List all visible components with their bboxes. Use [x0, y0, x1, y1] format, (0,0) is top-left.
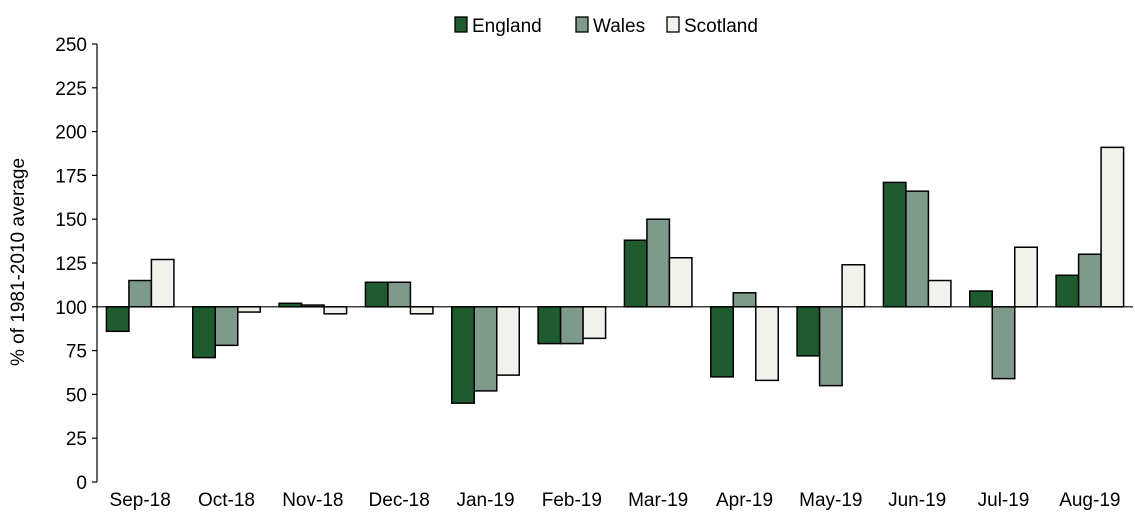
y-tick-label: 75 [66, 342, 87, 363]
y-axis: 0 25 50 75 100 125 150 175 200 225 250 [55, 35, 98, 494]
y-tick-label: 0 [76, 473, 87, 494]
x-tick-label: Oct-18 [198, 490, 255, 511]
bar-england-jun-19 [882, 181, 907, 308]
legend-swatch-scotland [666, 16, 680, 33]
bar-wales-jan-19 [473, 306, 498, 392]
x-tick-label: Sep-18 [110, 490, 171, 511]
bar-wales-jul-19 [991, 306, 1016, 380]
y-tick-label: 125 [55, 254, 87, 275]
bar-wales-sep-18 [128, 279, 153, 308]
y-tick-label: 225 [55, 79, 87, 100]
bar-scotland-aug-19 [1100, 146, 1125, 308]
x-tick-label: Dec-18 [369, 490, 430, 511]
y-tick-label: 150 [55, 210, 87, 231]
bar-england-dec-18 [364, 281, 389, 308]
x-tick-label: Nov-18 [282, 490, 343, 511]
bar-wales-mar-19 [646, 218, 671, 308]
bar-england-feb-19 [537, 306, 562, 345]
bar-scotland-jan-19 [496, 306, 520, 376]
legend: England Wales Scotland [454, 16, 758, 37]
y-tick-label: 100 [55, 298, 87, 319]
legend-label-england: England [472, 16, 542, 37]
bar-england-mar-19 [623, 239, 648, 308]
y-tick-label: 50 [66, 385, 87, 406]
bar-england-sep-18 [105, 306, 130, 333]
bar-wales-feb-19 [559, 306, 584, 345]
bar-scotland-sep-18 [150, 258, 175, 308]
bar-scotland-may-19 [841, 264, 866, 308]
y-tick-label: 200 [55, 123, 87, 144]
bar-wales-aug-19 [1077, 253, 1102, 308]
bar-england-apr-19 [710, 306, 734, 378]
bar-scotland-mar-19 [668, 256, 693, 308]
bar-scotland-apr-19 [755, 306, 779, 382]
bar-scotland-oct-18 [237, 306, 261, 313]
y-tick-label: 25 [66, 429, 87, 450]
bar-england-jan-19 [451, 306, 475, 404]
x-tick-label: Aug-19 [1059, 490, 1120, 511]
x-tick-label: Jul-19 [978, 490, 1030, 511]
x-tick-label: Feb-19 [542, 490, 602, 511]
x-tick-label: Jan-19 [456, 490, 514, 511]
bar-england-jul-19 [969, 290, 993, 308]
bar-england-oct-18 [192, 306, 216, 359]
bar-scotland-feb-19 [582, 306, 607, 340]
legend-swatch-wales [575, 16, 589, 33]
bar-wales-dec-18 [387, 281, 412, 308]
x-tick-label: May-19 [799, 490, 862, 511]
bar-england-may-19 [796, 306, 821, 357]
bar-wales-may-19 [818, 306, 843, 387]
legend-swatch-england [454, 16, 468, 33]
bar-england-aug-19 [1055, 274, 1080, 308]
bar-wales-jun-19 [905, 190, 930, 308]
legend-label-scotland: Scotland [684, 16, 758, 37]
bars [105, 146, 1125, 404]
bar-scotland-jun-19 [927, 279, 952, 308]
x-tick-label: Jun-19 [888, 490, 946, 511]
bar-scotland-dec-18 [409, 306, 434, 315]
x-tick-label: Mar-19 [628, 490, 688, 511]
y-tick-label: 175 [55, 166, 87, 187]
bar-wales-apr-19 [732, 292, 757, 308]
y-axis-title: % of 1981-2010 average [8, 158, 29, 366]
legend-label-wales: Wales [593, 16, 645, 37]
y-tick-label: 250 [55, 35, 87, 56]
bar-wales-oct-18 [214, 306, 239, 347]
bar-scotland-nov-18 [323, 306, 348, 315]
x-tick-label: Apr-19 [716, 490, 773, 511]
bar-scotland-jul-19 [1014, 246, 1038, 308]
x-axis-labels: Sep-18 Oct-18 Nov-18 Dec-18 Jan-19 Feb-19 Mar-… [110, 490, 1121, 511]
